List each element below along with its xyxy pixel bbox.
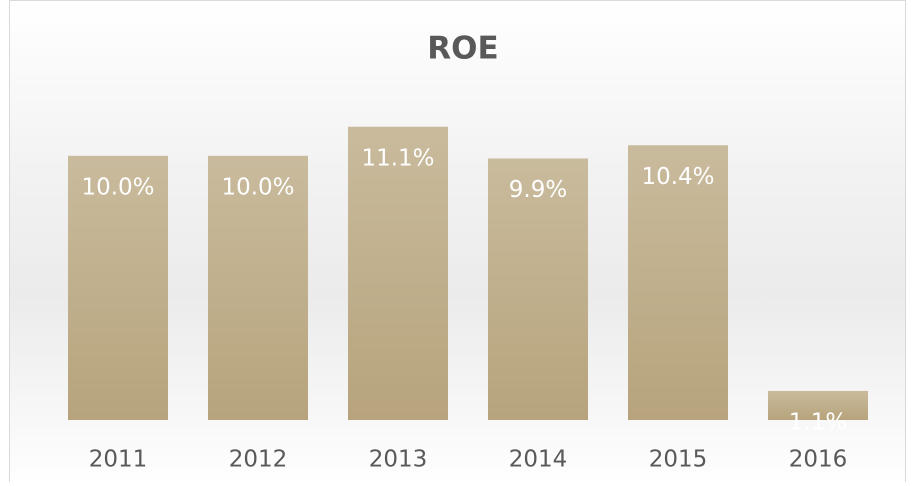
bar-sheen: [68, 155, 168, 421]
data-label: 9.9%: [509, 177, 567, 203]
x-tick-label: 2011: [89, 447, 148, 473]
chart-title: ROE: [427, 31, 498, 67]
data-label: 10.0%: [221, 174, 294, 200]
bar-sheen: [208, 155, 308, 421]
data-label: 10.0%: [81, 174, 154, 200]
x-tick-label: 2012: [229, 447, 288, 473]
data-label: 11.1%: [361, 145, 434, 171]
bar-sheen: [768, 390, 868, 420]
x-tick-label: 2014: [509, 447, 568, 473]
bar-sheen: [348, 126, 448, 421]
x-tick-label: 2015: [649, 447, 708, 473]
data-label: 1.1%: [789, 409, 847, 435]
bar-sheen: [488, 158, 588, 420]
bar-sheen: [628, 145, 728, 420]
x-tick-label: 2013: [369, 447, 428, 473]
x-tick-label: 2016: [789, 447, 848, 473]
data-label: 10.4%: [641, 164, 714, 190]
